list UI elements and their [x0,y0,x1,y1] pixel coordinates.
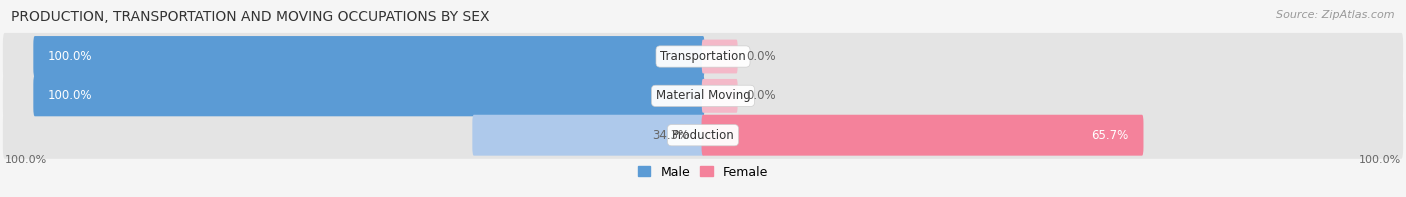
FancyBboxPatch shape [702,115,1143,156]
Text: 0.0%: 0.0% [747,50,776,63]
FancyBboxPatch shape [3,33,1403,80]
Text: 34.3%: 34.3% [652,129,689,142]
Text: Production: Production [672,129,734,142]
Text: 65.7%: 65.7% [1091,129,1129,142]
FancyBboxPatch shape [3,72,1403,119]
Text: 100.0%: 100.0% [48,50,93,63]
Text: 100.0%: 100.0% [1360,155,1402,164]
Text: 100.0%: 100.0% [48,89,93,102]
Legend: Male, Female: Male, Female [633,161,773,184]
FancyBboxPatch shape [34,36,704,77]
FancyBboxPatch shape [472,115,704,156]
FancyBboxPatch shape [34,75,704,116]
Text: Material Moving: Material Moving [655,89,751,102]
Text: Source: ZipAtlas.com: Source: ZipAtlas.com [1277,10,1395,20]
Text: Transportation: Transportation [661,50,745,63]
FancyBboxPatch shape [702,79,738,113]
FancyBboxPatch shape [3,112,1403,159]
Text: 100.0%: 100.0% [4,155,46,164]
Text: 0.0%: 0.0% [747,89,776,102]
Text: PRODUCTION, TRANSPORTATION AND MOVING OCCUPATIONS BY SEX: PRODUCTION, TRANSPORTATION AND MOVING OC… [11,10,489,24]
FancyBboxPatch shape [702,40,738,73]
